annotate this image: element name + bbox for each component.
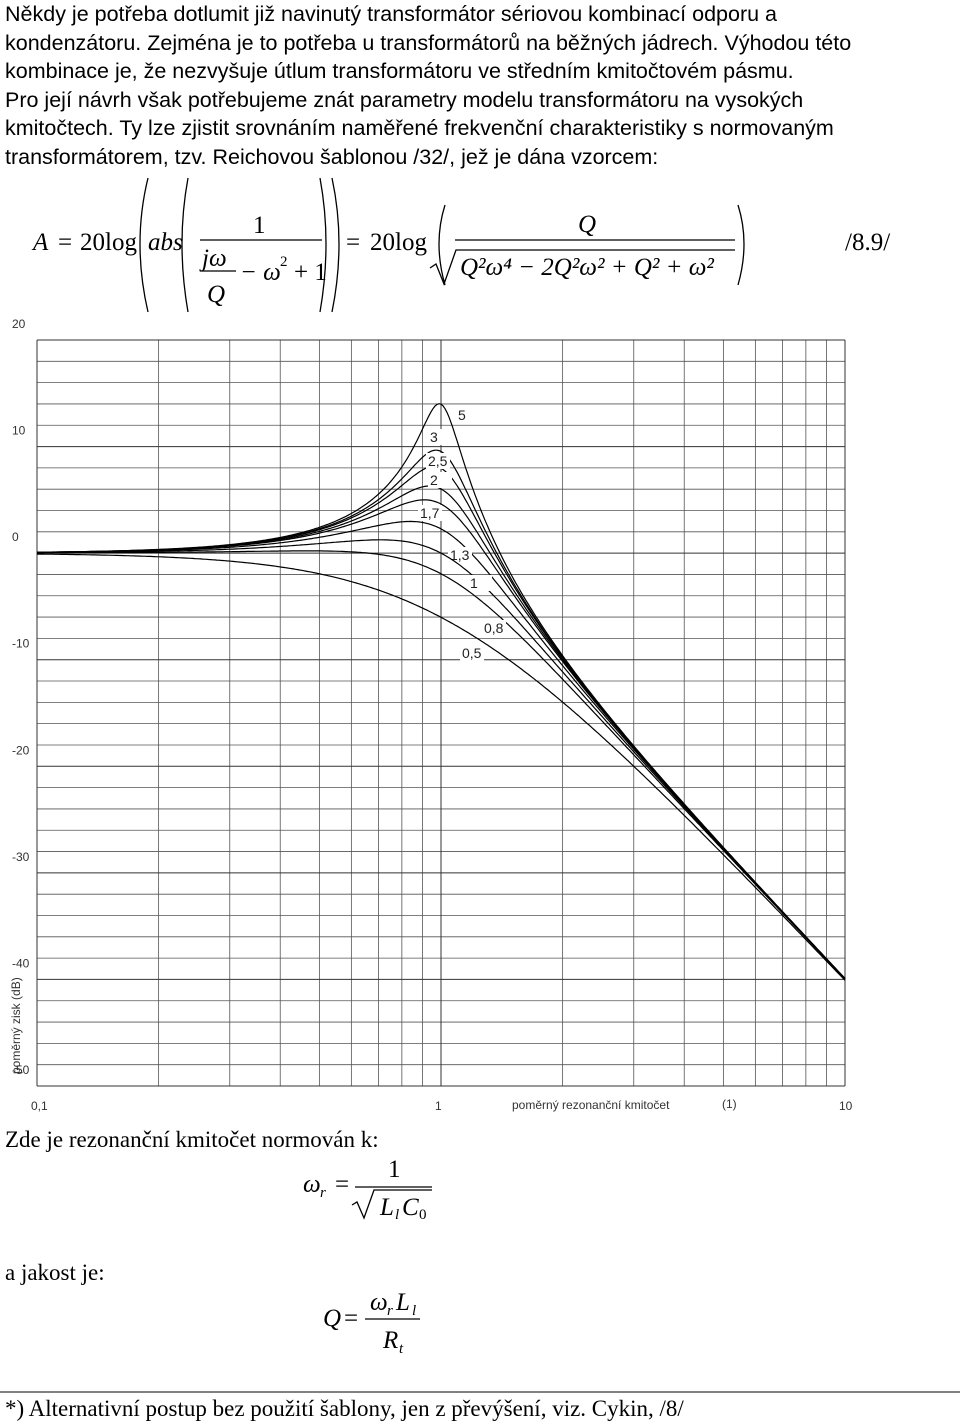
formula-symbol: 0 [419, 1207, 427, 1223]
gain-curve [37, 539, 846, 980]
formula-symbol: r [387, 1303, 393, 1319]
gain-curve [37, 550, 846, 980]
formula-symbol: = [335, 1171, 350, 1198]
formula-symbol: ω [303, 1171, 321, 1198]
x-tick-label: 0,1 [31, 1099, 48, 1113]
gain-curve [37, 553, 846, 981]
text-line: Zde je rezonanční kmitočet normován k: [5, 1127, 379, 1152]
curve-label: 1 [470, 575, 478, 591]
formula-symbol: − ω [240, 259, 281, 286]
formula-symbol: r [320, 1185, 326, 1201]
curve-label-bg [418, 505, 442, 521]
paragraph-line: Pro její návrh však potřebujeme znát par… [5, 88, 804, 112]
y-tick-label: -20 [12, 743, 30, 757]
formula-symbol: Q [323, 1305, 342, 1332]
formula-symbol: l [412, 1303, 417, 1319]
curve-label: 3 [430, 429, 438, 445]
formula-symbol: = [344, 1305, 359, 1332]
formula-symbol: /8.9/ [845, 229, 891, 256]
x-axis-label: poměrný rezonanční kmitočet [512, 1098, 670, 1112]
x-tick-label: 1 [435, 1099, 442, 1113]
paragraph-line: kombinace je, že nezvyšuje útlum transfo… [5, 59, 794, 83]
y-tick-label: 0 [12, 530, 19, 544]
curve-label-bg [426, 453, 450, 469]
formula-symbol: = [346, 229, 361, 256]
formula-symbol: 1 [388, 1156, 401, 1183]
curve-label-bg [448, 547, 472, 563]
formula-symbol: L [380, 1194, 394, 1221]
formula-symbol: abs [148, 229, 183, 256]
curve-label: 5 [458, 407, 466, 423]
y-tick-label: -30 [12, 850, 30, 864]
x-tick-label: 10 [839, 1099, 853, 1113]
formula-symbol: Q²ω⁴ − 2Q²ω² + Q² + ω² [460, 254, 714, 281]
y-tick-label: -40 [12, 956, 30, 970]
curve-label: 0,5 [462, 645, 482, 661]
x-axis-unit: (1) [722, 1097, 737, 1111]
curve-label: 2,5 [428, 453, 448, 469]
paragraph-line: transformátorem, tzv. Reichovou šablonou… [5, 145, 659, 169]
paragraph-line: Někdy je potřeba dotlumit již navinutý t… [5, 2, 777, 26]
formula-symbol: + 1 [294, 259, 327, 286]
formula-symbol: L [396, 1289, 410, 1316]
curve-label: 1,7 [420, 505, 440, 521]
curve-label-bg [482, 620, 506, 636]
curve-label: 2 [430, 472, 438, 488]
y-axis-label: poměrný zisk (dB) [9, 977, 23, 1074]
formula-symbol: A [33, 229, 49, 256]
paragraph-line: kondenzátoru. Zejména je to potřeba u tr… [5, 31, 852, 55]
formula-symbol: l [395, 1207, 400, 1223]
paragraph-line: kmitočtech. Ty lze zjistit srovnáním nam… [5, 116, 834, 140]
curve-label-bg [456, 407, 480, 423]
footnote: *) Alternativní postup bez použití šablo… [5, 1396, 684, 1421]
formula-symbol: R [383, 1327, 399, 1354]
formula-symbol: C [402, 1194, 419, 1221]
y-tick-label: -50 [12, 1063, 30, 1077]
curve-label-bg [428, 429, 452, 445]
y-tick-label: -10 [12, 637, 30, 651]
y-tick-label: 20 [12, 317, 26, 331]
text-line: a jakost je: [5, 1260, 105, 1285]
curve-label-bg [428, 472, 452, 488]
formula-symbol: 20log [370, 229, 427, 256]
formula-symbol: 2 [280, 254, 288, 270]
formula-symbol: Q [578, 211, 597, 238]
formula-symbol: = [58, 229, 73, 256]
formula-symbol: 1 [253, 212, 266, 239]
formula-symbol: jω [202, 245, 227, 272]
curve-label-bg [460, 645, 484, 661]
gain-curve [37, 520, 846, 980]
formula-symbol: ω [370, 1289, 388, 1316]
formula-symbol: t [399, 1341, 404, 1357]
formula-brackets [0, 177, 960, 1393]
formula-symbol: 20log [80, 229, 137, 256]
curve-label-bg [468, 575, 492, 591]
formula-symbol: Q [207, 281, 226, 308]
y-tick-label: 10 [12, 424, 26, 438]
curve-label: 1,3 [450, 547, 470, 563]
curve-label: 0,8 [484, 620, 504, 636]
